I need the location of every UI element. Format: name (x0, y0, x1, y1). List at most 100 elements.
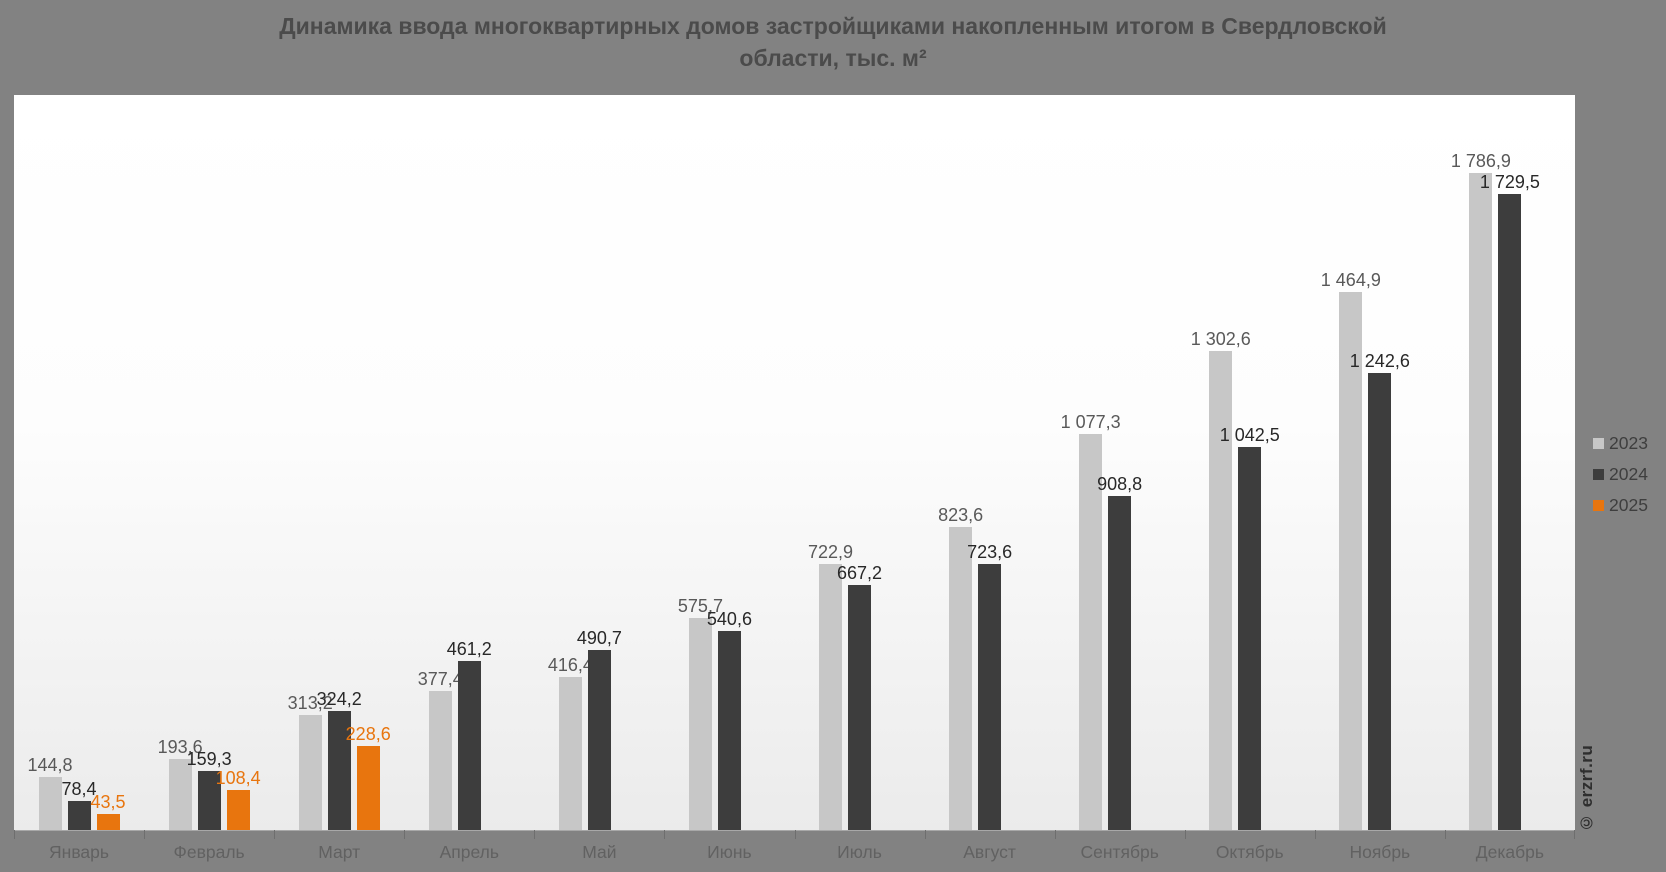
bar-value-label-2024: 78,4 (61, 779, 97, 800)
plot-area: 144,8 78,4 43,5 193,6 159,3 108,4 313,2 324,2 22… (14, 95, 1575, 830)
bar-slot-2025 (1137, 95, 1160, 830)
bar-slot-2023: 1 302,6 (1191, 95, 1251, 830)
axis-tick (924, 830, 926, 839)
axis-tick (1574, 830, 1575, 839)
bar-group-Июнь: 575,7 540,6 (664, 95, 794, 830)
chart-title-text: Динамика ввода многоквартирных домов зас… (279, 13, 1387, 71)
bar-group-Август: 823,6 723,6 (925, 95, 1055, 830)
bar-slot-2023: 575,7 (678, 95, 723, 830)
bar-slot-2025: 43,5 (91, 95, 126, 830)
bar-slot-2025: 228,6 (346, 95, 391, 830)
bar-slot-2025: 108,4 (216, 95, 261, 830)
bar-2024-Июнь (717, 631, 741, 830)
axis-tick (794, 830, 796, 839)
bar-group-Сентябрь: 1 077,3 908,8 (1055, 95, 1185, 830)
bar-slot-2025 (487, 95, 510, 830)
axis-tick (1444, 830, 1446, 839)
bar-slot-2023: 1 077,3 (1061, 95, 1121, 830)
bar-2023-Январь (38, 776, 62, 830)
x-axis-label-Март: Март (318, 842, 361, 862)
bar-2023-Май (558, 676, 582, 830)
bar-2024-Октябрь (1238, 446, 1262, 830)
legend-swatch-2024 (1593, 469, 1604, 480)
bar-group-Январь: 144,8 78,4 43,5 (14, 95, 144, 830)
bar-value-label-2023: 1 786,9 (1450, 151, 1511, 172)
bar-value-label-2023: 377,4 (417, 669, 463, 690)
x-axis: Январь Февраль Март Апрель Май Июнь Июль Август… (14, 830, 1575, 870)
bar-value-label-2025: 43,5 (90, 792, 126, 813)
x-axis-label-Май: Май (582, 842, 617, 862)
bar-2023-Апрель (428, 691, 452, 830)
x-axis-label-Сентябрь: Сентябрь (1080, 842, 1159, 862)
bar-slot-2025 (1267, 95, 1290, 830)
axis-tick (14, 830, 15, 839)
bar-slot-2025 (1007, 95, 1030, 830)
x-axis-label-Апрель: Апрель (439, 842, 499, 862)
bar-slot-2025 (1397, 95, 1420, 830)
bar-value-label-2023: 416,4 (547, 654, 593, 675)
bar-group-Ноябрь: 1 464,9 1 242,6 (1315, 95, 1445, 830)
bar-value-label-2024: 461,2 (446, 638, 492, 659)
bar-group-Февраль: 193,6 159,3 108,4 (144, 95, 274, 830)
axis-tick (274, 830, 276, 839)
x-axis-label-Декабрь: Декабрь (1475, 842, 1545, 862)
bar-2024-Апрель (457, 660, 481, 830)
bar-slot-2023: 144,8 (28, 95, 73, 830)
bar-2024-Август (978, 564, 1002, 830)
bar-slot-2024: 667,2 (837, 95, 882, 830)
bar-slot-2024: 723,6 (967, 95, 1012, 830)
bar-slot-2024: 490,7 (577, 95, 622, 830)
bar-value-label-2024: 1 042,5 (1219, 424, 1280, 445)
bar-value-label-2024: 908,8 (1097, 474, 1143, 495)
bar-2025-Февраль (226, 790, 250, 830)
bar-2023-Февраль (168, 758, 192, 830)
bar-value-label-2024: 540,6 (706, 609, 752, 630)
bar-value-label-2024: 667,2 (836, 562, 883, 583)
watermark: © erzrf.ru (1577, 744, 1596, 832)
bar-2023-Декабрь (1469, 173, 1493, 830)
bar-2024-Январь (67, 801, 91, 830)
bar-value-label-2025: 228,6 (345, 724, 391, 744)
axis-tick (1314, 830, 1316, 839)
bar-value-label-2023: 313,2 (287, 692, 333, 713)
bar-slot-2023: 1 464,9 (1321, 95, 1381, 830)
legend: 2023 2024 2025 (1593, 433, 1648, 516)
axis-tick (1054, 830, 1056, 839)
bar-slot-2024: 1 729,5 (1480, 95, 1540, 830)
bar-slot-2024: 159,3 (187, 95, 232, 830)
bar-slot-2024: 1 242,6 (1350, 95, 1410, 830)
axis-tick (534, 830, 536, 839)
bar-2025-Январь (96, 814, 120, 830)
bar-slot-2024: 540,6 (707, 95, 752, 830)
bar-value-label-2024: 159,3 (186, 749, 232, 770)
x-axis-label-Январь: Январь (49, 842, 110, 862)
legend-label-2023: 2023 (1609, 433, 1648, 453)
bar-value-label-2023: 193,6 (157, 736, 203, 757)
x-axis-label-Июнь: Июнь (707, 842, 752, 862)
bar-2024-Июль (848, 584, 871, 830)
bar-2023-Октябрь (1209, 351, 1233, 830)
bar-value-label-2023: 823,6 (938, 505, 984, 526)
bar-2023-Июнь (688, 618, 712, 830)
bar-group-Октябрь: 1 302,6 1 042,5 (1185, 95, 1315, 830)
x-axis-label-Октябрь: Октябрь (1215, 842, 1284, 862)
bar-2023-Ноябрь (1339, 291, 1363, 830)
bar-2024-Декабрь (1498, 194, 1522, 830)
bar-slot-2023: 416,4 (548, 95, 593, 830)
bar-slot-2025 (1527, 95, 1550, 830)
bar-2023-Сентябрь (1079, 434, 1103, 830)
bar-value-label-2024: 723,6 (967, 542, 1013, 563)
bar-value-label-2023: 722,9 (807, 542, 854, 563)
legend-swatch-2025 (1593, 500, 1604, 511)
bar-value-label-2023: 1 464,9 (1320, 269, 1381, 290)
bar-value-label-2023: 1 077,3 (1060, 412, 1121, 433)
bar-value-label-2023: 144,8 (27, 754, 73, 775)
bar-group-Март: 313,2 324,2 228,6 (274, 95, 404, 830)
bar-value-label-2024: 324,2 (316, 688, 362, 709)
bar-slot-2023: 722,9 (808, 95, 853, 830)
bar-2023-Август (949, 527, 973, 830)
bar-value-label-2023: 1 302,6 (1190, 329, 1251, 350)
bar-2024-Май (587, 649, 611, 830)
bar-slot-2024: 908,8 (1097, 95, 1142, 830)
